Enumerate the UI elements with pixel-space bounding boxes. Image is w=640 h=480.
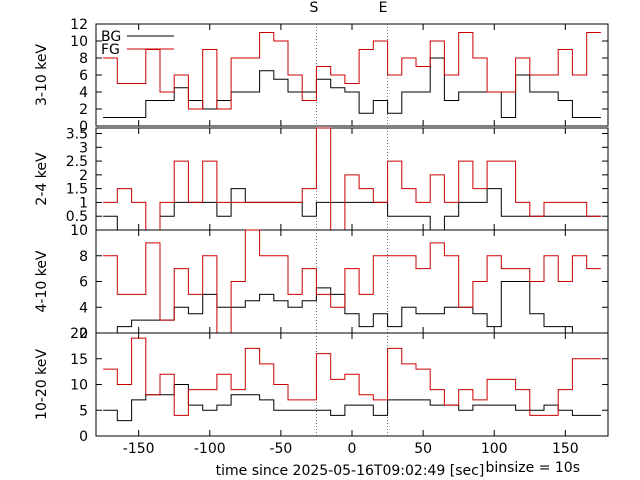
y-tick-label-1-2: 1.5: [66, 182, 88, 198]
y-tick-label-2-1: 4: [79, 300, 88, 316]
y-tick-label-0-2: 4: [79, 85, 88, 101]
marker-label-s: S: [310, 0, 319, 16]
y-tick-label-0-0: 0: [79, 119, 88, 135]
y-tick-label-3-0: 0: [79, 429, 88, 445]
y-axis-label-2: 4-10 keV: [34, 250, 50, 312]
y-axis-label-1: 2-4 keV: [34, 152, 50, 206]
x-tick-label-1: -100: [194, 441, 226, 457]
y-tick-label-1-1: 1: [79, 195, 88, 211]
y-tick-label-0-4: 8: [79, 51, 88, 67]
y-tick-label-1-6: 3.5: [66, 127, 88, 143]
series-fg-panel-1: [103, 127, 601, 231]
y-tick-label-0-3: 6: [79, 68, 88, 84]
x-axis-label: time since 2025-05-16T09:02:49 [sec]: [216, 463, 485, 479]
y-tick-label-1-5: 3: [79, 140, 88, 156]
legend-label-bg: BG: [101, 29, 121, 45]
y-tick-label-0-1: 2: [79, 102, 88, 118]
binsize-label: binsize = 10s: [485, 460, 580, 476]
legend-label-fg: FG: [101, 42, 120, 58]
series-fg-panel-2: [103, 229, 601, 334]
y-tick-label-2-2: 6: [79, 275, 88, 291]
x-tick-label-2: -50: [269, 441, 292, 457]
y-tick-label-1-4: 2.5: [66, 154, 88, 170]
series-bg-panel-3: [103, 384, 601, 422]
y-tick-label-1-0: 0.5: [66, 209, 88, 225]
x-tick-label-4: 50: [414, 441, 432, 457]
y-tick-label-2-4: 10: [70, 223, 88, 239]
x-tick-label-6: 150: [552, 441, 579, 457]
series-fg-panel-3: [103, 337, 601, 416]
panel-frame-1: [95, 127, 609, 231]
y-tick-label-1-3: 2: [79, 168, 88, 184]
y-tick-label-0-6: 12: [70, 17, 88, 33]
series-bg-panel-1: [103, 188, 601, 231]
panel-frame-3: [95, 332, 609, 437]
y-tick-label-3-2: 10: [70, 378, 88, 394]
y-axis-label-3: 10-20 keV: [34, 349, 50, 420]
x-tick-label-0: -150: [123, 441, 155, 457]
y-tick-label-3-1: 5: [79, 403, 88, 419]
y-tick-label-3-4: 20: [70, 326, 88, 342]
series-fg-panel-0: [103, 32, 601, 110]
series-bg-panel-0: [103, 57, 601, 118]
marker-label-e: E: [379, 0, 388, 16]
x-tick-label-3: 0: [348, 441, 357, 457]
x-tick-label-5: 100: [481, 441, 508, 457]
series-bg-panel-2: [103, 281, 601, 334]
y-tick-label-0-5: 10: [70, 34, 88, 50]
y-tick-label-2-0: 2: [79, 326, 88, 342]
y-axis-label-0: 3-10 keV: [34, 44, 50, 106]
y-tick-label-2-3: 8: [79, 249, 88, 265]
y-tick-label-3-3: 15: [70, 352, 88, 368]
